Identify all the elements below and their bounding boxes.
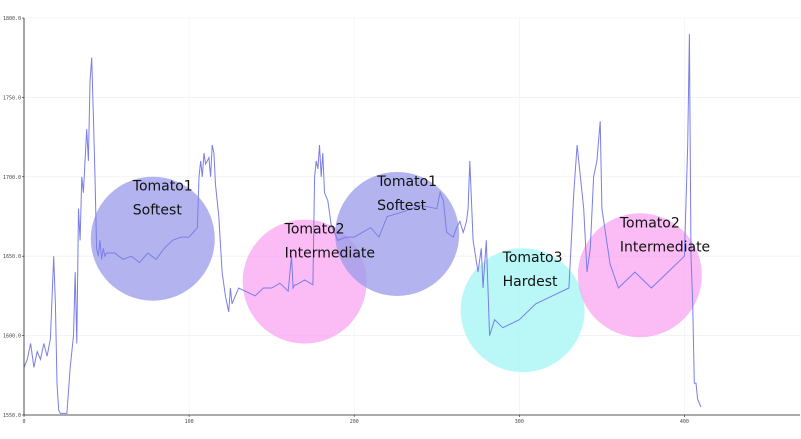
- annotations: [90, 171, 702, 373]
- y-tick-label-1: 1600.0: [3, 334, 21, 340]
- annotation-labels: Tomato1 Softest Tomato2 Intermediate Tomato1…: [132, 174, 710, 290]
- x-tick-label-0: 0: [22, 419, 25, 425]
- annotation-label-3-line1: Tomato3: [502, 250, 563, 266]
- x-tick-label-1: 100: [185, 419, 194, 425]
- y-tick-label-3: 1700.0: [3, 175, 21, 181]
- annotation-circle-2: [335, 171, 460, 296]
- annotation-circle-1: [242, 219, 367, 344]
- y-tick-label-4: 1750.0: [3, 95, 21, 101]
- y-tick-label-0: 1550.0: [3, 413, 21, 419]
- y-tick-label-2: 1650.0: [3, 254, 21, 260]
- annotation-label-2-line2: Softest: [377, 198, 427, 214]
- annotation-circle-3: [460, 248, 585, 373]
- annotation-label-4-line2: Intermediate: [620, 239, 710, 255]
- annotation-circle-4: [577, 213, 702, 338]
- annotation-label-2-line1: Tomato1: [376, 174, 437, 190]
- annotation-label-3-line2: Hardest: [503, 274, 558, 290]
- annotation-label-0-line2: Softest: [133, 203, 183, 219]
- axes: 1550.0 1600.0 1650.0 1700.0 1750.0 1800.0 0 100…: [3, 16, 800, 425]
- series-line: [23, 33, 702, 414]
- annotation-label-1-line2: Intermediate: [285, 246, 375, 262]
- x-tick-label-2: 200: [350, 419, 359, 425]
- annotation-label-1-line1: Tomato2: [284, 222, 345, 238]
- annotation-label-0-line1: Tomato1: [132, 179, 193, 195]
- annotation-circle-0: [90, 176, 215, 301]
- x-tick-label-4: 400: [680, 419, 689, 425]
- y-tick-label-5: 1800.0: [3, 16, 21, 22]
- x-tick-label-3: 300: [515, 419, 524, 425]
- annotation-label-4-line1: Tomato2: [619, 215, 680, 231]
